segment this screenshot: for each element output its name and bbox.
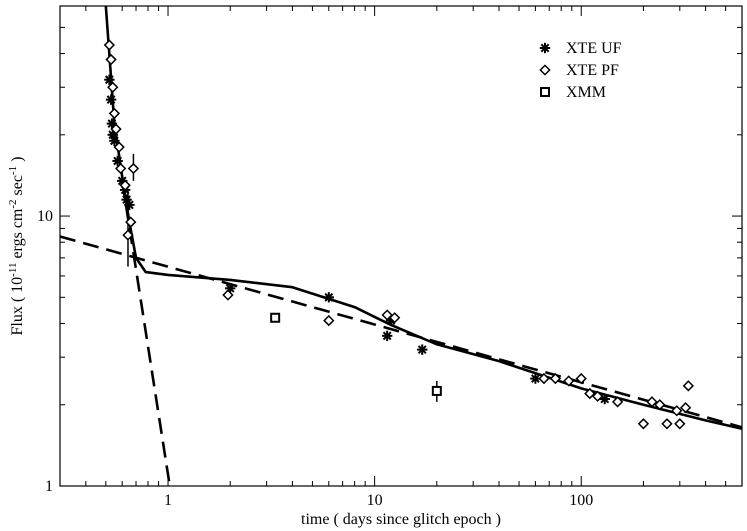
xte-pf-point (654, 399, 666, 411)
y-axis-title-exp1: -11 (7, 263, 19, 277)
xte-pf-point (323, 314, 335, 327)
xmm-point (431, 385, 442, 396)
xte-pf-point (679, 402, 692, 414)
xte-pf-point (125, 216, 137, 228)
xte-pf-point (575, 372, 587, 385)
legend-marker-xte-pf (539, 64, 551, 76)
xte-uf-point (381, 330, 393, 342)
legend-label-xte-pf: XTE PF (566, 62, 619, 79)
xte-pf-point (611, 396, 624, 408)
xte-uf-point (323, 292, 334, 303)
xte-pf-point (563, 375, 575, 387)
y-axis-title-mid1: ergs cm (9, 208, 26, 262)
y-axis-title-mid2: sec (9, 175, 26, 199)
legend: XTE UF XTE PF XMM (539, 40, 622, 101)
legend-marker-xte-uf (539, 42, 551, 54)
xte-pf-point (108, 107, 121, 120)
xte-pf-point (103, 39, 116, 51)
xte-pf-point (107, 81, 119, 93)
xte-pf-point (661, 418, 673, 430)
x-tick-label: 100 (569, 492, 593, 509)
xte-pf-point (671, 405, 683, 417)
model-curve (104, 6, 742, 430)
xte-pf-point (584, 387, 596, 400)
xte-pf-point (637, 418, 650, 430)
y-axis-title-suffix: ) (9, 157, 26, 166)
error-bars (127, 153, 438, 402)
xte-pf-point (682, 380, 695, 392)
xte-pf-point (222, 289, 234, 301)
xte-uf-point (105, 94, 117, 105)
xte-pf-point (110, 123, 122, 135)
xte-pf-point (538, 372, 550, 385)
axis-ticks: 1 10 100 1 10 (37, 5, 743, 509)
x-tick-label: 1 (164, 492, 172, 509)
xte-pf-point (105, 53, 117, 66)
legend-marker-xmm (540, 87, 550, 97)
x-axis-title: time ( days since glitch epoch ) (301, 511, 501, 528)
xte-pf-point (127, 162, 140, 175)
xte-uf-point (417, 344, 428, 355)
xte-uf-point (112, 155, 123, 167)
plot-frame (59, 5, 743, 487)
data-points (103, 39, 695, 430)
xte-pf-point (122, 229, 134, 241)
xte-uf-point (104, 74, 115, 85)
y-axis-title-exp3: -1 (7, 166, 19, 175)
xte-pf-point (113, 141, 125, 153)
xte-pf-point (591, 390, 604, 402)
y-tick-label: 10 (37, 208, 53, 225)
y-tick-label: 1 (45, 478, 53, 495)
xmm-point (270, 312, 281, 323)
y-axis-title: Flux ( 10-11 ergs cm-2 sec-1 ) (7, 157, 26, 336)
model-curves (60, 6, 742, 486)
xte-pf-point (381, 309, 393, 321)
legend-label-xte-uf: XTE UF (566, 40, 622, 57)
xte-uf-point (124, 199, 135, 211)
x-tick-label: 10 (367, 492, 383, 509)
y-axis-title-exp2: -2 (7, 199, 19, 208)
y-axis-title-prefix: Flux ( 10 (9, 277, 26, 336)
xte-uf-point (109, 135, 120, 147)
xte-uf-point (106, 118, 118, 129)
xte-pf-point (388, 312, 401, 324)
power-law-curve (60, 235, 742, 429)
xte-pf-point (119, 179, 131, 191)
legend-label-xmm: XMM (566, 84, 606, 101)
xte-pf-point (549, 372, 562, 385)
xte-pf-point (646, 396, 658, 408)
xte-pf-point (115, 162, 127, 175)
xte-pf-point (674, 418, 686, 430)
